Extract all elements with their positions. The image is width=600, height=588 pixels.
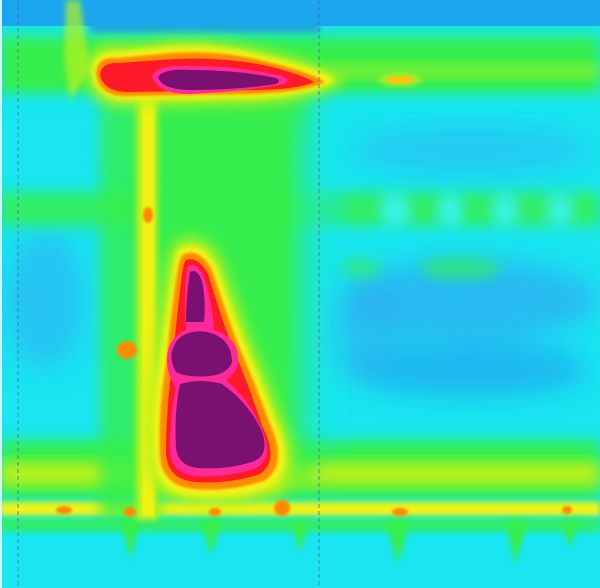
top-band bbox=[0, 0, 600, 34]
upper-hot-streak bbox=[86, 41, 422, 106]
left-peak bbox=[64, 0, 90, 100]
hot-blob bbox=[144, 237, 294, 507]
bottom-spikes bbox=[120, 520, 580, 565]
band-specks bbox=[56, 500, 572, 517]
divider-lines bbox=[0, 0, 320, 588]
